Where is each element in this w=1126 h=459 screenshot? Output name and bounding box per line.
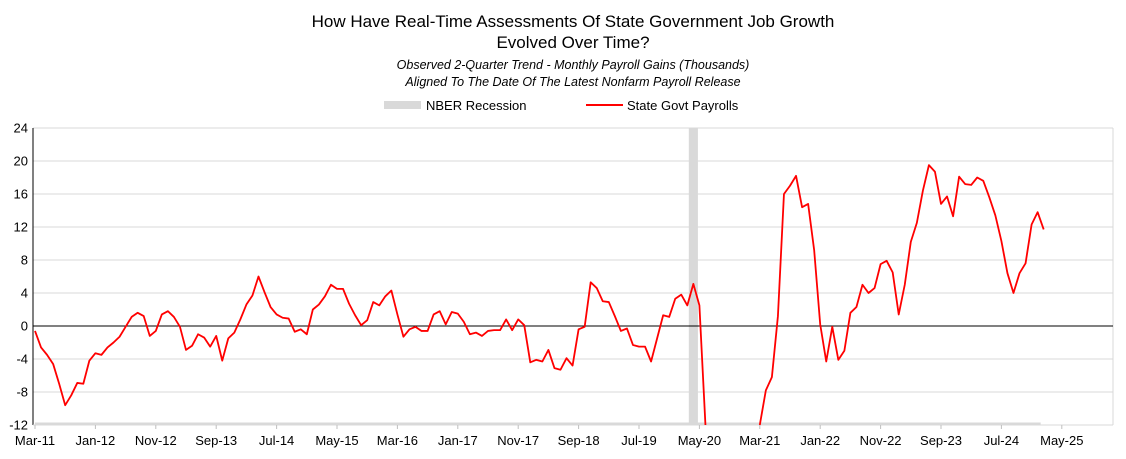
chart-subtitle: Observed 2-Quarter Trend - Monthly Payro…	[397, 58, 750, 72]
y-tick-label: 0	[21, 319, 28, 334]
x-tick-label: Mar-11	[15, 433, 55, 448]
y-tick-label: 12	[14, 220, 28, 235]
legend-label-recession: NBER Recession	[426, 98, 526, 113]
x-tick-label: Jul-24	[984, 433, 1019, 448]
x-tick-label: Mar-21	[739, 433, 780, 448]
recession-bar	[688, 128, 698, 425]
y-tick-label: -8	[16, 385, 28, 400]
x-tick-label: Jul-14	[259, 433, 294, 448]
x-tick-label: May-25	[1040, 433, 1083, 448]
x-tick-label: Nov-17	[497, 433, 539, 448]
x-tick-label: Nov-12	[135, 433, 177, 448]
x-tick-label: Jan-12	[76, 433, 116, 448]
x-axis-ticks: Mar-11 Jan-12 Nov-12 Sep-13 Jul-14 May-15 Mar-…	[15, 425, 1083, 448]
x-tick-label: May-15	[315, 433, 358, 448]
series-line-state-govt-payrolls-seg-0	[34, 275, 707, 426]
x-tick-label: Jan-22	[800, 433, 840, 448]
chart-title-line2: Evolved Over Time?	[496, 33, 649, 52]
x-tick-label: Sep-23	[920, 433, 962, 448]
x-tick-label: Sep-18	[558, 433, 600, 448]
y-axis-ticks: 24 20 16 12 8 4 0 -4 -8 -12	[9, 121, 28, 433]
series-line-state-govt-payrolls-seg-1	[758, 164, 1045, 426]
y-tick-label: -4	[16, 352, 28, 367]
gridlines	[33, 127, 1114, 426]
x-tick-label: Sep-13	[195, 433, 237, 448]
y-tick-label: 16	[14, 187, 28, 202]
y-tick-label: 20	[14, 154, 28, 169]
legend-swatch-recession	[384, 101, 421, 109]
chart-subtitle-line2: Aligned To The Date Of The Latest Nonfar…	[404, 75, 740, 89]
y-tick-label: 24	[14, 121, 28, 136]
axes	[32, 128, 1113, 426]
x-tick-label: Jan-17	[438, 433, 478, 448]
series	[34, 164, 1045, 426]
recession-shading	[35, 128, 1041, 426]
x-tick-label: Jul-19	[621, 433, 656, 448]
legend: NBER Recession State Govt Payrolls	[384, 98, 739, 113]
x-tick-label: Mar-16	[377, 433, 418, 448]
y-tick-label: 8	[21, 253, 28, 268]
chart-title: How Have Real-Time Assessments Of State …	[312, 12, 835, 31]
legend-label-payrolls: State Govt Payrolls	[627, 98, 739, 113]
x-tick-label: May-20	[678, 433, 721, 448]
y-tick-label: -12	[9, 418, 28, 433]
x-tick-label: Nov-22	[860, 433, 902, 448]
y-tick-label: 4	[21, 286, 28, 301]
